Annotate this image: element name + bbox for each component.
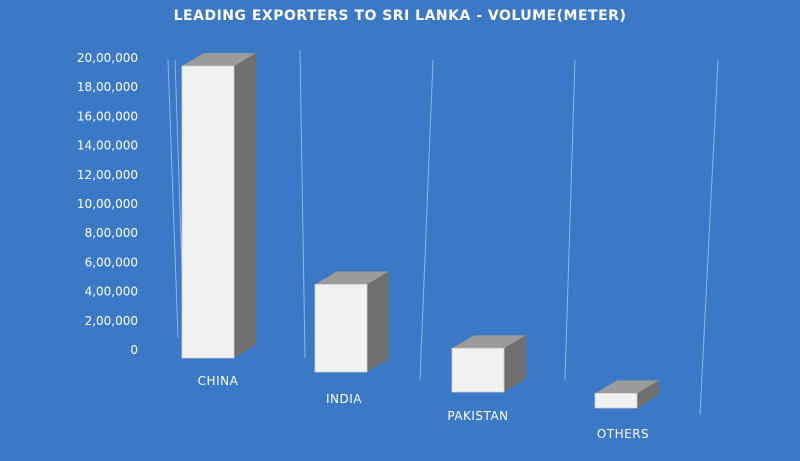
y-tick-label: 18,00,000 xyxy=(77,80,138,94)
x-tick-label: CHINA xyxy=(198,374,239,388)
bar-top xyxy=(452,335,526,349)
bar-china xyxy=(181,53,256,359)
y-tick-label: 0 xyxy=(130,343,138,357)
chart-title: LEADING EXPORTERS TO SRI LANKA - VOLUME(… xyxy=(173,8,627,24)
bar-side xyxy=(637,380,659,408)
y-tick-label: 10,00,000 xyxy=(77,197,138,211)
bar xyxy=(314,283,368,373)
gridline xyxy=(419,59,434,381)
x-tick-label: OTHERS xyxy=(597,427,649,441)
bar xyxy=(181,65,235,359)
gridlines xyxy=(167,49,719,416)
bar-top xyxy=(182,53,256,66)
bar-side xyxy=(504,335,526,392)
bar-top xyxy=(595,380,659,394)
gridline xyxy=(564,59,576,381)
bar-side xyxy=(234,53,256,358)
y-tick-label: 12,00,000 xyxy=(77,168,138,182)
x-tick-label: INDIA xyxy=(326,392,362,406)
gridline xyxy=(699,59,719,416)
gridline xyxy=(167,59,179,339)
gridline xyxy=(299,49,306,359)
bar-pakistan xyxy=(451,335,526,393)
bar-india xyxy=(314,271,389,373)
y-tick-label: 8,00,000 xyxy=(85,226,138,240)
bar xyxy=(451,347,505,393)
y-tick-label: 20,00,000 xyxy=(77,51,138,65)
y-tick-label: 14,00,000 xyxy=(77,139,138,153)
y-tick-label: 2,00,000 xyxy=(85,314,138,328)
y-tick-label: 16,00,000 xyxy=(77,109,138,123)
x-tick-label: PAKISTAN xyxy=(447,409,508,423)
bar-top xyxy=(315,271,389,285)
bar xyxy=(594,392,638,409)
y-tick-label: 4,00,000 xyxy=(85,285,138,299)
bar-side xyxy=(367,271,389,372)
bar-others xyxy=(594,380,659,409)
y-tick-label: 6,00,000 xyxy=(85,255,138,269)
